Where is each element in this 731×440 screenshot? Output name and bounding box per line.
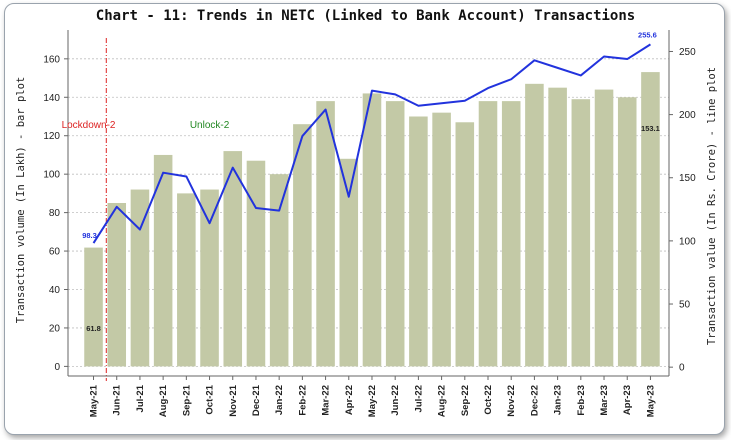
y-right-tick-label: 0 — [679, 363, 685, 374]
bar — [107, 203, 127, 367]
bar-label-first: 61.8 — [86, 324, 101, 333]
bar — [571, 99, 591, 367]
x-tick-label: Mar-22 — [321, 385, 332, 416]
y-tick-label: 80 — [49, 208, 61, 219]
y-axis-label-right: Transaction value (In Rs. Crore) - line … — [706, 67, 718, 345]
x-axis-ticks: May-21 Jun-21 Jul-21 Aug-21 Sep-21 Oct-21 Nov-… — [89, 376, 656, 417]
x-tick-label: Apr-22 — [344, 385, 355, 415]
y-tick-label: 20 — [49, 323, 61, 334]
x-tick-label: Sep-22 — [460, 385, 471, 416]
data-labels: 61.8 153.1 98.3 255.6 — [82, 30, 660, 332]
bar — [594, 89, 614, 367]
line-label-last: 255.6 — [638, 30, 657, 39]
x-tick-label: Oct-21 — [205, 384, 216, 414]
y-right-tick-label: 100 — [679, 236, 696, 247]
bar — [200, 189, 219, 367]
bar — [246, 160, 266, 367]
x-tick-label: Oct-22 — [483, 385, 494, 415]
chart-title: Chart - 11: Trends in NETC (Linked to Ba… — [95, 8, 636, 24]
x-tick-label: Jun-21 — [112, 384, 123, 415]
bar — [316, 101, 335, 367]
x-tick-label: Mar-23 — [599, 385, 610, 416]
y-right-tick-label: 250 — [679, 47, 696, 58]
bar — [478, 101, 498, 367]
bar — [177, 193, 196, 367]
bar — [339, 158, 359, 367]
y-tick-label: 160 — [43, 54, 60, 65]
bar — [385, 101, 405, 367]
bar — [409, 116, 428, 367]
bar — [84, 247, 103, 367]
y-tick-label: 40 — [49, 285, 61, 296]
y-tick-label: 120 — [43, 131, 60, 142]
x-tick-label: Jun-22 — [390, 385, 401, 416]
y-tick-label: 60 — [49, 247, 61, 258]
y-right-tick-label: 200 — [679, 110, 696, 121]
annotation-lockdown: Lockdown-2 — [62, 120, 116, 131]
annotations: Lockdown-2 Unlock-2 — [62, 120, 230, 131]
x-tick-label: Aug-22 — [437, 385, 448, 417]
bar — [617, 97, 637, 367]
bar — [641, 72, 660, 367]
x-tick-label: Apr-23 — [622, 385, 633, 415]
x-tick-label: Jul-22 — [413, 385, 424, 412]
bar — [269, 174, 289, 367]
line-label-first: 98.3 — [82, 231, 97, 240]
x-tick-label: May-23 — [645, 385, 656, 417]
x-tick-label: Dec-21 — [251, 384, 262, 416]
bar — [153, 154, 173, 367]
x-tick-label: Feb-22 — [297, 385, 308, 416]
y-right-tick-label: 50 — [679, 300, 691, 311]
bar — [548, 87, 567, 367]
x-tick-label: Feb-23 — [576, 385, 587, 416]
axes — [67, 30, 670, 377]
x-tick-label: Jul-21 — [135, 384, 146, 412]
y-tick-label: 0 — [54, 362, 60, 373]
value-line — [92, 43, 651, 244]
x-tick-label: Jan-22 — [274, 385, 285, 415]
y-tick-label: 100 — [43, 170, 60, 181]
bar-label-last: 153.1 — [641, 124, 660, 133]
x-tick-label: May-21 — [89, 384, 100, 417]
bar — [362, 93, 382, 367]
bar — [455, 122, 475, 367]
x-tick-label: Nov-21 — [228, 384, 239, 416]
line-series — [92, 43, 651, 244]
bar — [293, 124, 312, 367]
annotation-unlock: Unlock-2 — [190, 120, 230, 131]
x-tick-label: Nov-22 — [506, 385, 517, 417]
left-axis-ticks: 0 20 40 60 80 100 120 140 160 — [43, 54, 68, 373]
x-tick-label: Aug-21 — [158, 384, 169, 417]
bar-series — [84, 72, 660, 367]
bar — [223, 151, 243, 367]
x-tick-label: Jan-23 — [553, 385, 564, 415]
y-tick-label: 140 — [43, 93, 60, 104]
x-tick-label: Sep-21 — [181, 384, 192, 416]
bar — [432, 112, 451, 367]
bar — [525, 83, 544, 367]
y-right-tick-label: 150 — [679, 173, 696, 184]
right-axis-ticks: 0 50 100 150 200 250 — [669, 47, 696, 374]
y-axis-label-left: Transaction volume (In Lakh) - bar plot — [15, 77, 27, 324]
bar — [130, 189, 150, 367]
bar — [501, 101, 521, 367]
x-tick-label: May-22 — [367, 385, 378, 417]
x-tick-label: Dec-22 — [529, 385, 540, 416]
